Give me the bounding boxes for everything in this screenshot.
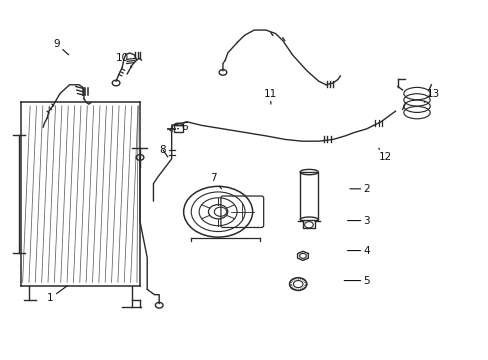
Bar <box>300 172 318 220</box>
Text: 7: 7 <box>210 173 221 189</box>
Text: 8: 8 <box>160 145 167 157</box>
Text: 10: 10 <box>116 53 132 67</box>
Text: 4: 4 <box>347 246 369 256</box>
Text: 11: 11 <box>264 89 277 104</box>
Text: 12: 12 <box>378 148 392 162</box>
Text: 1: 1 <box>47 286 67 303</box>
Text: 5: 5 <box>344 275 369 285</box>
Text: 2: 2 <box>349 184 369 194</box>
Text: 6: 6 <box>177 122 187 132</box>
Polygon shape <box>297 251 308 260</box>
Text: 13: 13 <box>424 89 440 102</box>
Bar <box>174 125 183 132</box>
Text: 9: 9 <box>53 39 68 55</box>
Text: 3: 3 <box>347 216 369 226</box>
